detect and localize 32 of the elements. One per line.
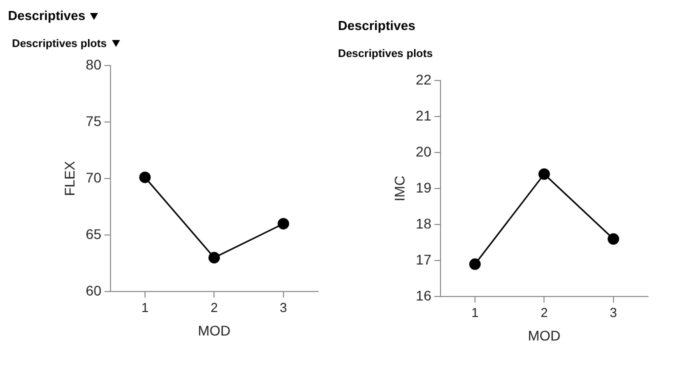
y-tick-label: 17 — [416, 251, 432, 268]
y-axis-title: FLEX — [61, 160, 78, 196]
y-tick-label: 22 — [416, 71, 432, 88]
point — [608, 233, 620, 245]
point — [208, 252, 220, 264]
point — [538, 168, 550, 180]
y-tick-label: 16 — [416, 287, 432, 304]
x-tick-label: 3 — [280, 300, 288, 315]
x-tick-label: 3 — [610, 304, 618, 320]
x-tick-label: 2 — [540, 304, 548, 320]
y-tick-label: 60 — [86, 282, 102, 298]
chart-title: Descriptives — [338, 18, 416, 33]
x-tick-label: 2 — [210, 300, 218, 315]
y-axis-title: IMC — [391, 176, 408, 202]
y-tick-label: 75 — [86, 112, 102, 129]
point — [469, 258, 481, 270]
chart-subtitle: Descriptives plots — [12, 38, 107, 50]
chart-title: Descriptives — [8, 8, 86, 23]
y-tick-label: 20 — [416, 143, 432, 160]
y-tick-label: 21 — [416, 107, 432, 124]
point — [139, 172, 151, 184]
chart-subtitle: Descriptives plots — [338, 48, 433, 60]
x-axis-title: MOD — [198, 322, 231, 338]
y-tick-label: 70 — [86, 169, 102, 186]
y-tick-label: 19 — [416, 179, 432, 196]
x-tick-label: 1 — [471, 304, 479, 320]
point — [278, 218, 290, 230]
y-tick-label: 65 — [86, 226, 102, 242]
x-axis-title: MOD — [528, 327, 561, 344]
y-tick-label: 18 — [416, 215, 432, 232]
x-tick-label: 1 — [141, 300, 149, 315]
y-tick-label: 80 — [86, 56, 102, 72]
